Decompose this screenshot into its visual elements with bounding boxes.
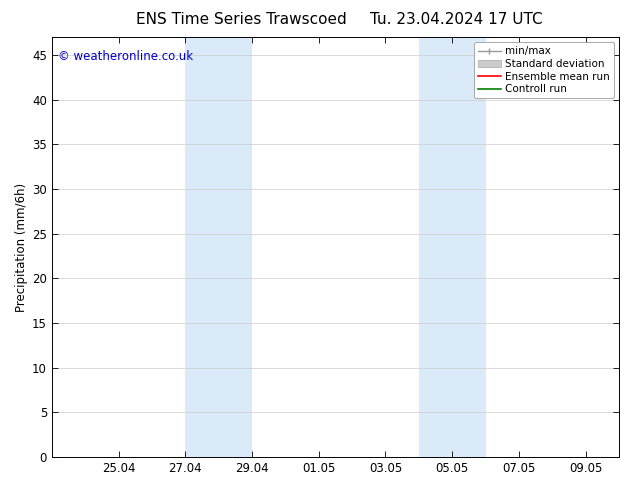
Bar [419,37,486,457]
Legend: min/max, Standard deviation, Ensemble mean run, Controll run: min/max, Standard deviation, Ensemble me… [474,42,614,98]
Text: © weatheronline.co.uk: © weatheronline.co.uk [58,49,193,63]
Text: ENS Time Series Trawscoed: ENS Time Series Trawscoed [136,12,346,27]
Bar [185,37,252,457]
Text: Tu. 23.04.2024 17 UTC: Tu. 23.04.2024 17 UTC [370,12,543,27]
Y-axis label: Precipitation (mm/6h): Precipitation (mm/6h) [15,183,28,312]
